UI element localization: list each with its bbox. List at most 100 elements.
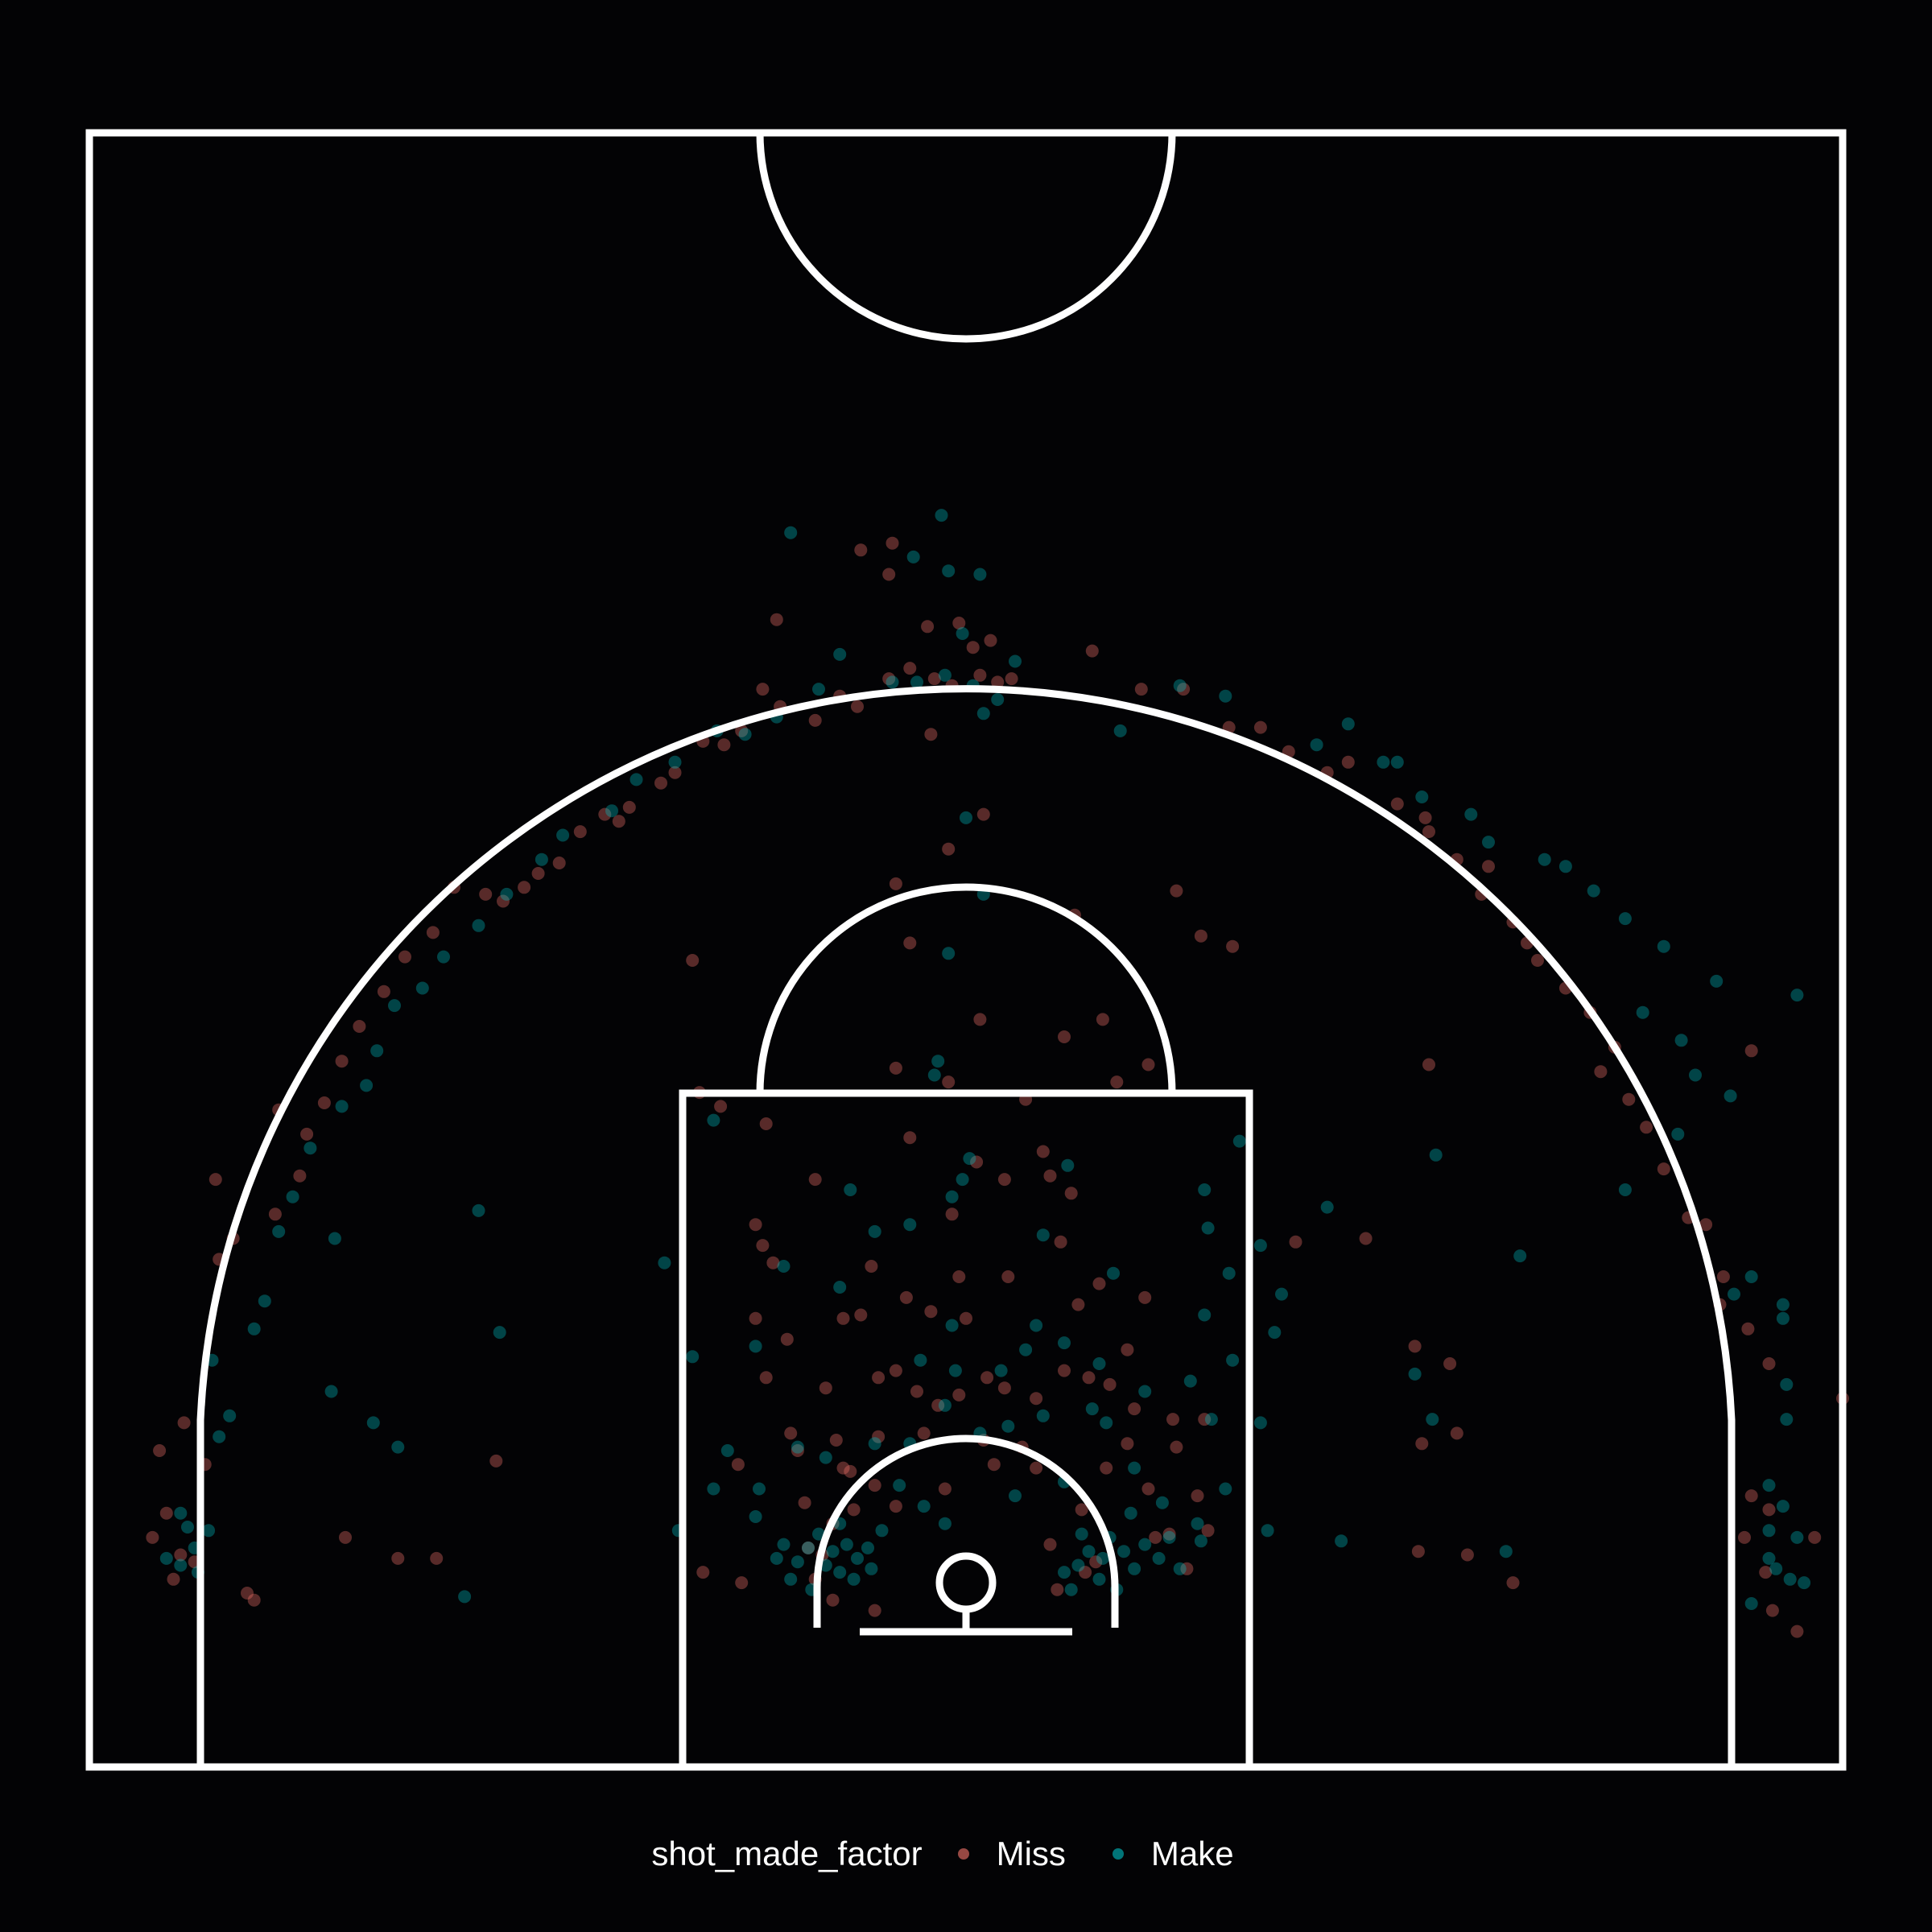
shot-point-miss	[924, 1305, 938, 1319]
shot-point-miss	[1744, 1044, 1758, 1058]
shot-point-miss	[1289, 1235, 1302, 1249]
shot-point-make	[1744, 1270, 1758, 1283]
shot-point-miss	[1808, 1530, 1822, 1544]
shot-point-make	[942, 947, 956, 960]
shot-point-miss	[931, 1398, 945, 1412]
shot-point-miss	[780, 1332, 794, 1346]
shot-point-miss	[868, 1604, 881, 1617]
shot-point-miss	[749, 1311, 762, 1325]
shot-point-miss	[497, 894, 510, 908]
shot-point-miss	[489, 1454, 503, 1468]
shot-point-miss	[1005, 672, 1018, 686]
shot-point-miss	[1482, 860, 1495, 873]
shot-point-make	[942, 564, 956, 578]
shot-point-make	[1128, 1461, 1141, 1475]
shot-point-make	[886, 675, 899, 689]
shot-point-make	[1001, 1419, 1015, 1433]
shot-point-miss	[598, 807, 612, 821]
shot-point-miss	[910, 1385, 923, 1398]
shot-point-miss	[1071, 1298, 1085, 1311]
shot-point-miss	[952, 1388, 966, 1402]
shot-point-make	[1776, 1311, 1790, 1325]
shot-point-make	[956, 627, 969, 640]
shot-point-make	[202, 1524, 216, 1538]
shot-point-miss	[518, 881, 531, 894]
shot-point-miss	[1030, 1392, 1043, 1406]
shot-point-miss	[872, 1430, 886, 1443]
shot-point-make	[391, 1440, 405, 1454]
shot-point-make	[605, 804, 618, 818]
shot-point-make	[1341, 717, 1355, 731]
shot-point-miss	[829, 1434, 843, 1447]
shot-point-miss	[882, 672, 896, 686]
shot-point-miss	[826, 1593, 840, 1607]
shot-point-make	[1183, 1374, 1197, 1388]
shot-point-make	[1058, 1566, 1071, 1579]
shot-point-make	[1268, 1326, 1282, 1340]
shot-point-miss	[973, 1013, 987, 1026]
shot-point-make	[1426, 1413, 1439, 1426]
shot-point-miss	[749, 1218, 762, 1232]
shot-point-make	[875, 1524, 889, 1538]
shot-point-make	[1618, 912, 1632, 926]
legend-key-make	[1112, 1848, 1124, 1860]
shot-point-make	[1198, 1308, 1212, 1322]
shot-point-make	[1092, 1572, 1106, 1586]
shot-point-miss	[167, 1572, 180, 1586]
shot-point-make	[458, 1590, 472, 1604]
shot-point-miss	[1054, 1235, 1067, 1249]
shot-point-miss	[654, 776, 667, 790]
shot-point-make	[1310, 738, 1323, 752]
shot-point-miss	[1141, 1058, 1155, 1071]
shot-point-miss	[735, 1576, 749, 1590]
shot-point-make	[791, 1440, 804, 1454]
shot-point-make	[707, 1482, 720, 1496]
shot-point-miss	[973, 668, 987, 682]
shot-point-miss	[1640, 1121, 1653, 1134]
shot-point-make	[174, 1558, 188, 1572]
shot-point-make	[917, 1500, 931, 1513]
shot-point-make	[812, 683, 825, 696]
shot-point-miss	[844, 1464, 857, 1478]
shot-point-miss	[241, 1587, 254, 1600]
shot-point-make	[535, 852, 548, 866]
shot-point-miss	[836, 1311, 850, 1325]
shot-point-miss	[1085, 644, 1099, 658]
shot-point-miss	[717, 738, 731, 752]
shot-point-make	[753, 1482, 766, 1496]
shot-point-miss	[1738, 1530, 1751, 1544]
shot-point-miss	[889, 1061, 902, 1075]
shot-point-make	[213, 1430, 226, 1443]
shot-point-miss	[317, 1096, 331, 1109]
shot-point-miss	[1790, 1624, 1804, 1638]
shot-point-miss	[903, 1131, 917, 1145]
shot-point-make	[286, 1190, 299, 1203]
shot-point-make	[1253, 1239, 1267, 1253]
shot-point-miss	[1058, 1364, 1071, 1377]
shot-point-make	[1085, 1402, 1099, 1416]
shot-point-miss	[889, 1500, 902, 1513]
shot-point-make	[1107, 1266, 1120, 1280]
shot-point-miss	[997, 1381, 1011, 1395]
shot-point-miss	[177, 1416, 191, 1430]
shot-point-miss	[966, 641, 980, 654]
shot-point-make	[1689, 1068, 1702, 1082]
court-boundary	[85, 129, 1847, 1771]
shot-point-make	[1261, 1524, 1274, 1538]
shot-point-make	[472, 919, 485, 932]
legend: shot_made_factor Miss Make	[0, 1826, 1932, 1882]
shot-point-miss	[1390, 797, 1404, 811]
shot-point-miss	[952, 617, 966, 630]
shot-point-make	[1320, 1200, 1334, 1214]
shot-point-make	[1377, 755, 1390, 769]
shot-point-miss	[872, 1371, 886, 1385]
shot-point-make	[1798, 1576, 1811, 1590]
shot-point-miss	[756, 1239, 770, 1253]
shot-point-make	[1762, 1479, 1776, 1492]
shot-point-make	[686, 1350, 700, 1364]
shot-point-miss	[1531, 954, 1544, 967]
shot-point-miss	[1418, 811, 1432, 824]
shot-point-miss	[686, 954, 700, 967]
shot-point-make	[938, 1398, 952, 1412]
shot-point-make	[994, 1364, 1008, 1377]
